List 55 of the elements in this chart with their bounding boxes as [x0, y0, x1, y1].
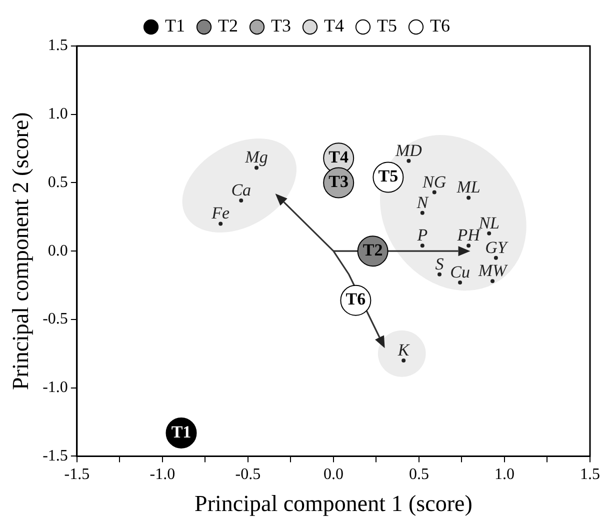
data-label: Mg	[244, 148, 268, 167]
y-tick-label: 0.5	[48, 174, 68, 191]
legend-label: T6	[430, 16, 450, 36]
point	[487, 231, 492, 236]
point	[490, 279, 495, 284]
point	[239, 198, 244, 203]
x-axis-title: Principal component 1 (score)	[194, 491, 472, 516]
y-tick-label: -0.5	[42, 310, 68, 328]
point	[466, 244, 471, 248]
x-tick-label: -1.5	[64, 466, 90, 484]
text: T6	[346, 290, 366, 309]
text: T4	[328, 148, 349, 167]
x-tick-label: 0.0	[323, 466, 344, 484]
point	[438, 272, 442, 276]
x-tick-label: 1.5	[580, 466, 600, 484]
point	[406, 158, 411, 163]
text: T1	[171, 422, 192, 442]
y-tick-label: 1.5	[48, 37, 68, 54]
y-tick-label: -1.0	[42, 379, 68, 396]
data-label: MD	[394, 140, 423, 160]
x-tick-label: -0.5	[235, 466, 261, 484]
text: T5	[378, 166, 398, 186]
y-tick-label: 1.0	[48, 106, 68, 123]
point	[420, 210, 424, 215]
y-tick-label: -1.5	[42, 447, 68, 464]
point	[402, 358, 406, 362]
legend-label: T1	[165, 16, 186, 36]
data-label: P	[416, 226, 428, 245]
point	[466, 196, 471, 200]
data-label: S	[435, 254, 444, 274]
x-tick-label: 0.5	[408, 466, 429, 484]
data-label: N	[416, 192, 430, 212]
data-label: Fe	[210, 204, 230, 223]
point	[458, 280, 462, 285]
data-label: Cu	[450, 262, 470, 282]
data-label: NG	[422, 172, 446, 192]
data-label: K	[396, 340, 411, 360]
text: T2	[362, 240, 383, 260]
text: T3	[328, 172, 349, 192]
point	[420, 244, 424, 248]
text: -1.0	[150, 466, 176, 484]
x-tick-label: 1.0	[494, 466, 514, 484]
y-axis-title: Principal component 2 (score)	[8, 112, 33, 390]
point	[432, 190, 436, 194]
legend-label: T5	[376, 16, 397, 36]
legend-label: T2	[218, 16, 238, 36]
data-label: Ca	[231, 180, 252, 200]
y-tick-label: 0.0	[48, 242, 68, 260]
data-label: MW	[477, 261, 509, 280]
data-label: GY	[485, 238, 508, 257]
point	[494, 256, 498, 260]
point	[218, 222, 223, 226]
data-label: ML	[456, 178, 480, 197]
legend-label: T4	[324, 16, 344, 36]
legend-label: T3	[271, 16, 292, 36]
